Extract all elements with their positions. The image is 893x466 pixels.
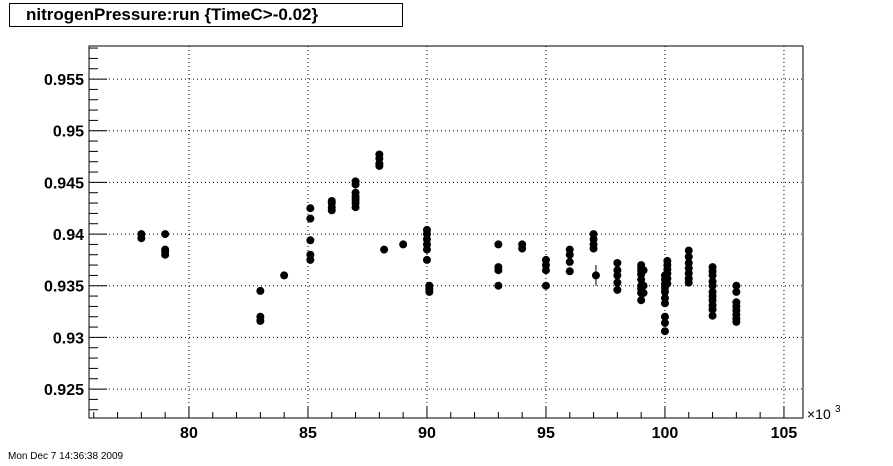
data-point	[422, 245, 431, 254]
data-point	[541, 266, 550, 275]
y-tick-label: 0.955	[44, 72, 84, 89]
data-point	[399, 240, 408, 249]
data-point	[494, 281, 503, 290]
tick-labels: 80 85 90 95 100 105 0.925 0.93 0.935 0.94 0.945 0.9…	[44, 72, 797, 442]
data-point	[613, 285, 622, 294]
data-point	[306, 236, 315, 245]
x-multiplier-exponent: 3	[835, 404, 841, 415]
data-point	[660, 312, 669, 321]
data-point	[565, 257, 574, 266]
data-point	[306, 204, 315, 213]
chart-title: nitrogenPressure:run {TimeC>-0.02}	[9, 3, 403, 27]
axis-ticks	[89, 47, 785, 418]
data-point	[380, 245, 389, 254]
x-tick-label: 105	[771, 425, 798, 442]
data-point	[637, 275, 646, 284]
y-tick-label: 0.925	[44, 382, 84, 399]
data-point	[639, 266, 648, 275]
y-tick-label: 0.935	[44, 279, 84, 296]
data-point	[684, 278, 693, 287]
data-point	[306, 214, 315, 223]
data-point	[425, 287, 434, 296]
data-point	[613, 259, 622, 267]
data-point	[589, 244, 598, 253]
data-point	[732, 287, 741, 296]
data-point	[494, 240, 503, 249]
data-point	[708, 305, 717, 314]
data-point	[732, 281, 741, 290]
y-tick-label: 0.95	[53, 124, 84, 141]
data-point	[137, 234, 146, 243]
data-point	[494, 266, 503, 275]
data-point	[280, 271, 289, 280]
data-point	[732, 317, 741, 326]
data-point	[660, 287, 669, 296]
data-point	[613, 271, 622, 280]
x-tick-label: 100	[652, 425, 679, 442]
data-point	[327, 206, 336, 215]
data-point	[161, 250, 170, 259]
data-point	[639, 281, 648, 290]
data-point	[565, 250, 574, 259]
data-point	[660, 318, 669, 327]
x-tick-label: 90	[418, 425, 436, 442]
grid	[89, 46, 803, 418]
y-tick-label: 0.945	[44, 175, 84, 192]
x-tick-label: 95	[537, 425, 555, 442]
data-point	[708, 271, 717, 280]
data-point	[660, 299, 669, 308]
data-point	[161, 230, 170, 239]
data-point	[591, 271, 600, 280]
data-point	[565, 267, 574, 276]
x-tick-label: 80	[180, 425, 198, 442]
data-point	[541, 281, 550, 290]
y-tick-label: 0.94	[53, 227, 84, 244]
data-point	[256, 286, 265, 295]
plot-frame	[88, 45, 804, 419]
data-point	[351, 203, 360, 212]
data-point	[306, 255, 315, 264]
data-point	[639, 288, 648, 297]
y-tick-label: 0.93	[53, 330, 84, 347]
timestamp: Mon Dec 7 14:36:38 2009	[8, 451, 124, 462]
data-point	[613, 278, 622, 287]
data-point	[663, 279, 672, 288]
x-multiplier-label: ×10	[807, 406, 831, 422]
data-point	[422, 255, 431, 264]
data-point	[518, 244, 527, 253]
data-point	[256, 316, 265, 325]
data-point	[351, 180, 360, 189]
data-points	[137, 150, 741, 336]
data-point	[708, 281, 717, 290]
data-point	[684, 252, 693, 261]
data-point	[708, 311, 717, 320]
data-point	[375, 161, 384, 170]
data-point	[684, 246, 693, 255]
data-point	[660, 327, 669, 336]
x-tick-label: 85	[299, 425, 317, 442]
data-point	[637, 296, 646, 305]
